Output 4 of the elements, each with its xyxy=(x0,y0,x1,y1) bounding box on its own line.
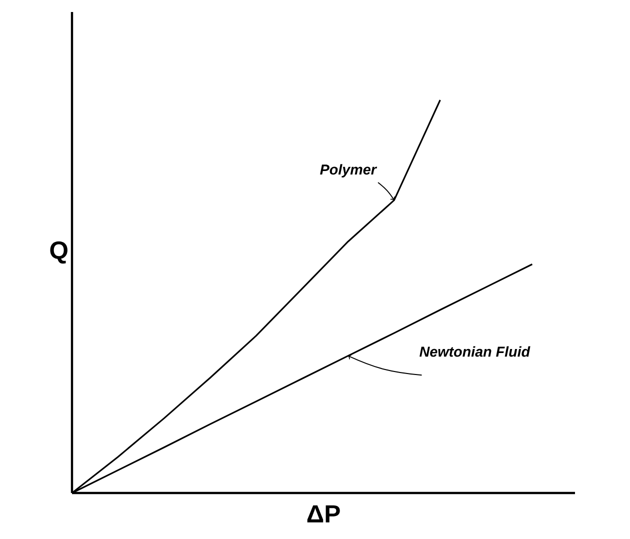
y-axis-title: Q xyxy=(50,241,68,264)
series-label: Newtonian Fluid xyxy=(420,346,530,357)
x-axis-title: ΔP xyxy=(307,505,340,522)
series-label: Polymer xyxy=(320,164,378,178)
